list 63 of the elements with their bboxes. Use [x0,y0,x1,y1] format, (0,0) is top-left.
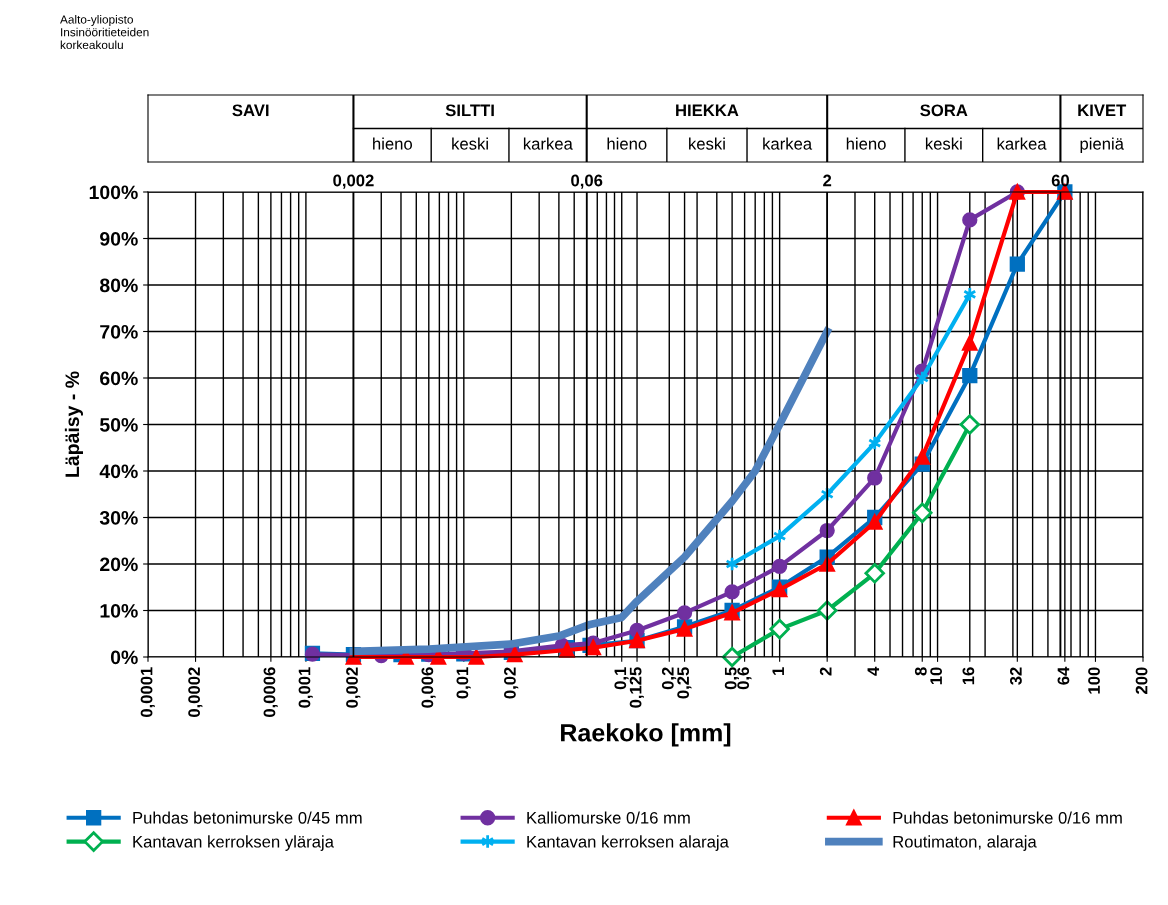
x-tick-label: 16 [962,667,975,685]
text: karkea [523,137,573,150]
text: HIEKKA [676,104,739,117]
legend-label: Kalliomurske 0/16 mm [527,811,690,824]
x-tick-label: 1 [772,667,784,675]
y-tick-label: 90% [100,231,138,246]
legend-label: Routimaton, alaraja [893,835,1037,851]
x-tick-label: 0,006 [421,667,436,708]
x-tick-label: 0,6 [737,667,752,690]
x-tick-label: 32 [1009,667,1022,685]
text: Aalto-yliopisto Insinööritieteiden korkeakoulu [60,15,149,50]
y-tick-label: 40% [99,464,138,479]
text: keski [689,137,725,150]
text: pieniä [1080,137,1124,154]
text: keski [925,137,962,150]
x-tick-label: 100 [1088,667,1100,694]
y-axis-title: Läpäisy - % [64,371,83,477]
y-tick-label: 100% [89,185,138,200]
x-tick-label: 8 [914,667,927,676]
text: keski [452,137,488,150]
y-tick-label: 80% [99,278,138,293]
ref-line-label: 60 [1051,174,1070,187]
text: karkea [763,137,813,150]
y-tick-label: 10% [100,603,138,618]
x-tick-label: 0,01 [456,667,471,699]
x-tick-label: 4 [867,666,880,676]
x-tick-label: 10 [930,667,943,685]
text: SAVI [232,104,269,117]
ref-line-label: 2 [823,174,832,187]
text: SORA [920,104,968,117]
x-axis-title: Raekoko [mm] [561,723,731,747]
y-tick-label: 70% [100,324,138,339]
x-tick-label: 0,001 [298,667,313,708]
text: karkea [997,137,1047,150]
ref-line-label: 0,002 [333,174,374,189]
x-tick-label: 0,02 [504,667,519,699]
y-tick-label: 20% [100,557,138,572]
x-tick-label: 0,0006 [263,667,278,718]
x-tick-label: 0,002 [346,667,361,708]
text: KIVET [1078,104,1127,117]
ref-line-label: 0,06 [571,174,603,189]
text: SILTTI [445,104,494,117]
legend-label: Puhdas betonimurske 0/16 mm [893,811,1122,824]
text: hieno [607,137,647,150]
y-tick-label: 50% [99,417,138,432]
y-tick-label: 30% [99,510,138,525]
text: hieno [373,137,413,150]
x-tick-label: 0,0002 [188,667,203,718]
y-tick-label: 0% [110,650,138,665]
x-tick-label: 0,1 [614,667,629,690]
text: hieno [846,137,886,150]
legend-label: Puhdas betonimurske 0/45 mm [133,811,362,824]
x-tick-label: 0,2 [661,667,677,690]
y-tick-label: 60% [100,371,138,386]
x-tick-label: 64 [1057,666,1070,685]
x-tick-label: 0,0001 [140,667,155,718]
x-tick-label: 0,25 [677,667,692,699]
x-tick-label: 2 [819,667,832,676]
legend-label: Kantavan kerroksen alaraja [527,835,729,851]
x-tick-label: 0,125 [629,667,644,708]
legend-label: Kantavan kerroksen yläraja [133,835,334,851]
x-tick-label: 0,5 [724,667,739,690]
x-tick-label: 200 [1135,667,1148,694]
